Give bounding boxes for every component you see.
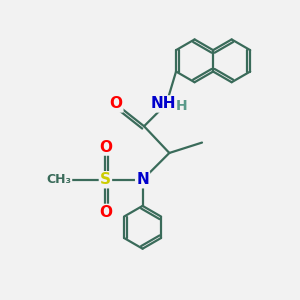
Text: N: N — [136, 172, 149, 187]
Text: O: O — [99, 140, 112, 154]
Text: H: H — [176, 99, 188, 113]
Text: O: O — [109, 96, 122, 111]
Text: S: S — [100, 172, 111, 187]
Text: NH: NH — [151, 96, 176, 111]
Text: CH₃: CH₃ — [46, 173, 71, 186]
Text: O: O — [99, 205, 112, 220]
